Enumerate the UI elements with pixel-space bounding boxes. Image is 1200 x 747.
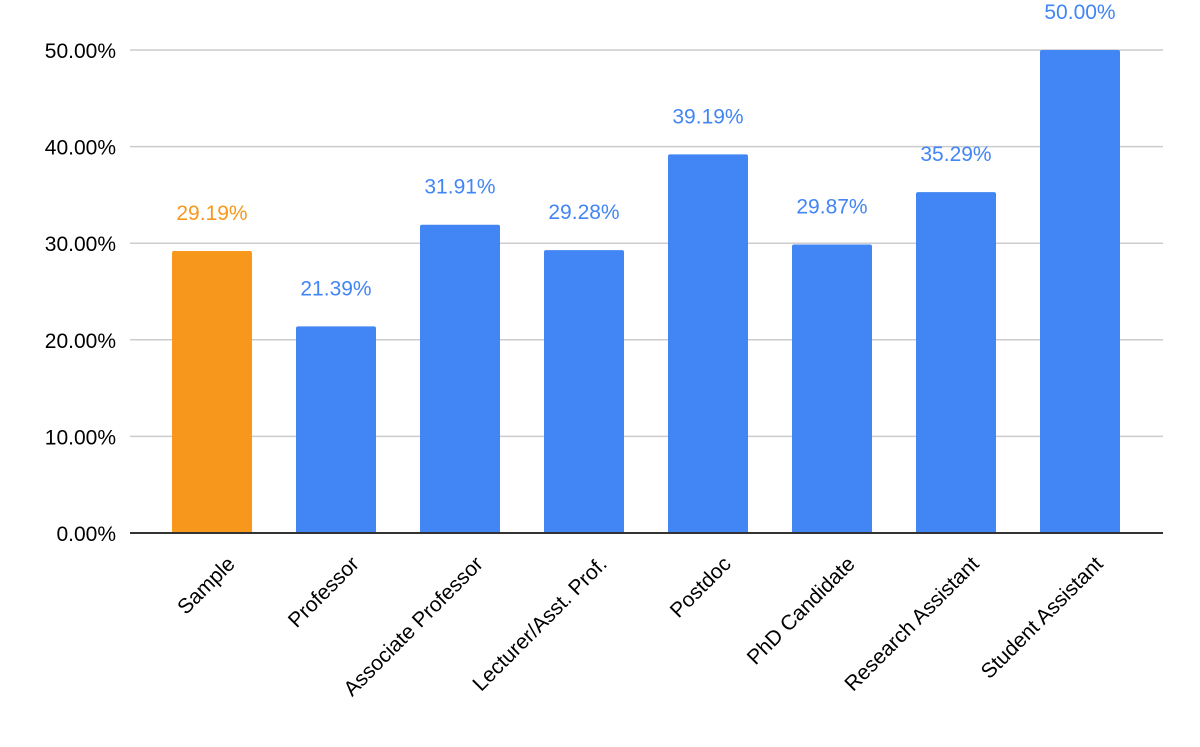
y-tick-label: 0.00% — [56, 523, 116, 546]
data-label: 35.29% — [920, 143, 991, 166]
data-label: 39.19% — [672, 105, 743, 128]
y-tick-label: 40.00% — [45, 137, 116, 160]
bar — [792, 244, 872, 533]
x-tick-label: Professor — [284, 552, 364, 632]
data-label: 29.19% — [176, 202, 247, 225]
y-tick-label: 50.00% — [45, 40, 116, 63]
bar — [172, 251, 252, 533]
data-label: 29.87% — [796, 195, 867, 218]
data-label: 31.91% — [424, 176, 495, 199]
bars — [172, 50, 1120, 534]
bar — [668, 154, 748, 533]
gridlines — [130, 49, 1163, 438]
x-tick-label: Associate Professor — [339, 552, 487, 700]
y-axis-ticks: 0.00% 10.00% 20.00% 30.00% 40.00% 50.00% — [45, 40, 116, 546]
y-tick-label: 10.00% — [45, 426, 116, 449]
data-label: 29.28% — [548, 201, 619, 224]
x-tick-label: Postdoc — [666, 552, 736, 622]
bar — [544, 250, 624, 533]
bar — [1040, 50, 1120, 533]
bar — [916, 192, 996, 533]
x-tick-label: Sample — [173, 552, 240, 619]
data-label: 50.00% — [1044, 1, 1115, 24]
y-tick-label: 30.00% — [45, 233, 116, 256]
x-tick-label: Student Assistant — [977, 552, 1108, 683]
data-labels: 29.19% 21.39% 31.91% 29.28% 39.19% 29.87% 35.2… — [176, 1, 1115, 300]
x-tick-label: PhD Candidate — [743, 552, 860, 669]
bar — [296, 326, 376, 533]
bar — [420, 224, 500, 534]
y-tick-label: 20.00% — [45, 330, 116, 353]
data-label: 21.39% — [300, 277, 371, 300]
x-tick-label: Lecturer/Asst. Prof. — [468, 552, 611, 695]
x-tick-label: Research Assistant — [840, 552, 983, 695]
